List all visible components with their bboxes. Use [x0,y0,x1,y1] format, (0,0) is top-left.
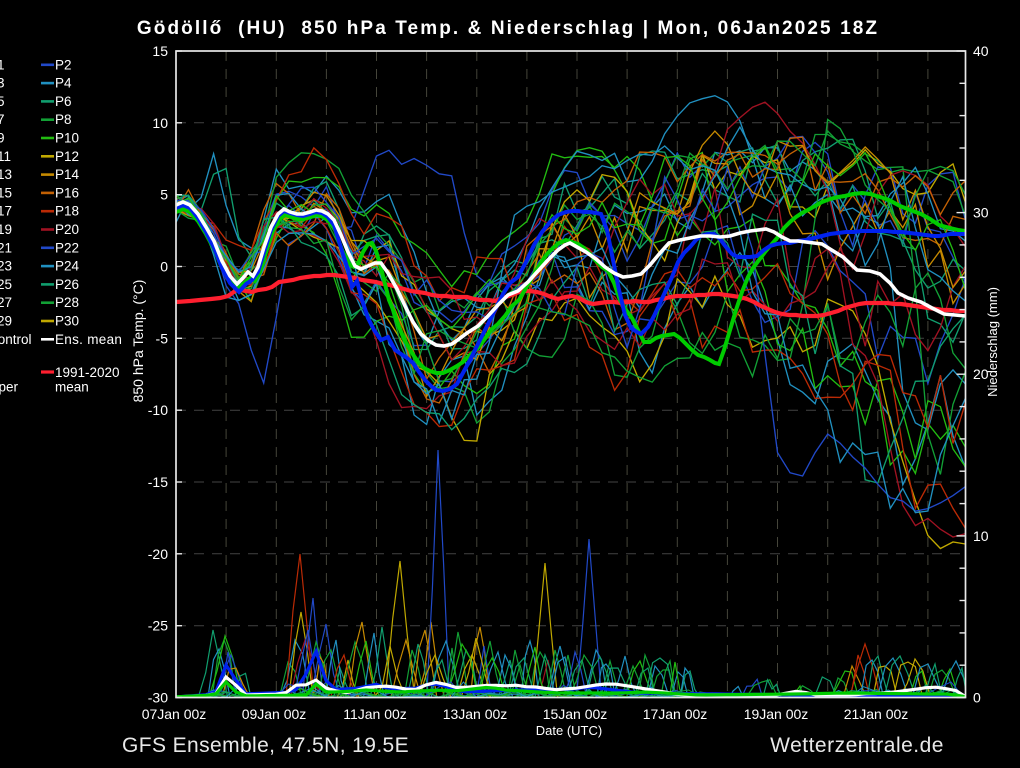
svg-text:P4: P4 [55,76,72,91]
svg-text:Date (UTC): Date (UTC) [536,723,602,738]
svg-text:P26: P26 [55,277,79,292]
svg-text:P29: P29 [0,314,12,329]
svg-text:P9: P9 [0,131,5,146]
svg-text:Wetterzentrale.de: Wetterzentrale.de [770,734,944,757]
svg-text:P21: P21 [0,240,12,255]
svg-text:P15: P15 [0,185,12,200]
svg-text:P16: P16 [55,185,79,200]
svg-text:15Jan 00z: 15Jan 00z [543,706,608,722]
svg-text:P3: P3 [0,76,5,91]
svg-text:-5: -5 [156,330,169,346]
svg-text:P6: P6 [55,94,72,109]
svg-text:P12: P12 [55,149,79,164]
svg-text:-20: -20 [148,546,168,562]
svg-text:P7: P7 [0,112,5,127]
svg-text:P28: P28 [55,295,79,310]
svg-text:P18: P18 [55,204,79,219]
svg-text:-25: -25 [148,618,168,634]
svg-text:GFS Ensemble, 47.5N, 19.5E: GFS Ensemble, 47.5N, 19.5E [122,734,409,757]
svg-text:P19: P19 [0,222,12,237]
svg-text:20: 20 [973,366,989,382]
svg-text:19Jan 00z: 19Jan 00z [744,706,809,722]
svg-text:P1: P1 [0,57,5,72]
svg-text:13Jan 00z: 13Jan 00z [443,706,508,722]
svg-text:mean: mean [55,380,89,395]
svg-text:15: 15 [152,43,168,59]
svg-text:P30: P30 [55,314,79,329]
svg-text:10: 10 [152,115,168,131]
svg-text:21Jan 00z: 21Jan 00z [844,706,909,722]
svg-text:P10: P10 [55,131,79,146]
svg-text:P27: P27 [0,295,12,310]
svg-text:P13: P13 [0,167,12,182]
svg-text:0: 0 [973,690,981,706]
svg-text:P24: P24 [55,259,80,274]
svg-text:40: 40 [973,43,989,59]
svg-text:P11: P11 [0,149,11,164]
svg-text:P23: P23 [0,259,12,274]
svg-text:P2: P2 [55,57,72,72]
svg-text:-10: -10 [148,402,168,418]
svg-text:07Jan 00z: 07Jan 00z [142,706,207,722]
svg-text:5: 5 [160,187,168,203]
svg-text:0: 0 [160,259,168,275]
svg-text:10: 10 [973,528,989,544]
svg-text:Ens. mean: Ens. mean [55,332,122,347]
svg-text:850 hPa Temp. (°C): 850 hPa Temp. (°C) [130,280,146,403]
svg-text:Oper: Oper [0,380,19,395]
svg-text:-30: -30 [148,690,168,706]
svg-text:1991-2020: 1991-2020 [55,365,120,380]
svg-text:P5: P5 [0,94,5,109]
svg-text:17Jan 00z: 17Jan 00z [643,706,708,722]
svg-text:09Jan 00z: 09Jan 00z [242,706,307,722]
svg-text:P14: P14 [55,167,80,182]
svg-text:11Jan 00z: 11Jan 00z [343,706,407,722]
svg-text:P25: P25 [0,277,12,292]
svg-text:P20: P20 [55,222,79,237]
svg-text:-15: -15 [148,474,168,490]
svg-text:P17: P17 [0,204,12,219]
svg-text:Control: Control [0,332,32,347]
svg-text:P8: P8 [55,112,72,127]
svg-text:30: 30 [973,205,989,221]
svg-text:Gödöllő (HU) 850 hPa Temp. &: Gödöllő (HU) 850 hPa Temp. & Niederschla… [137,18,879,39]
svg-text:Niederschlag (mm): Niederschlag (mm) [985,287,1000,397]
svg-text:P22: P22 [55,240,79,255]
